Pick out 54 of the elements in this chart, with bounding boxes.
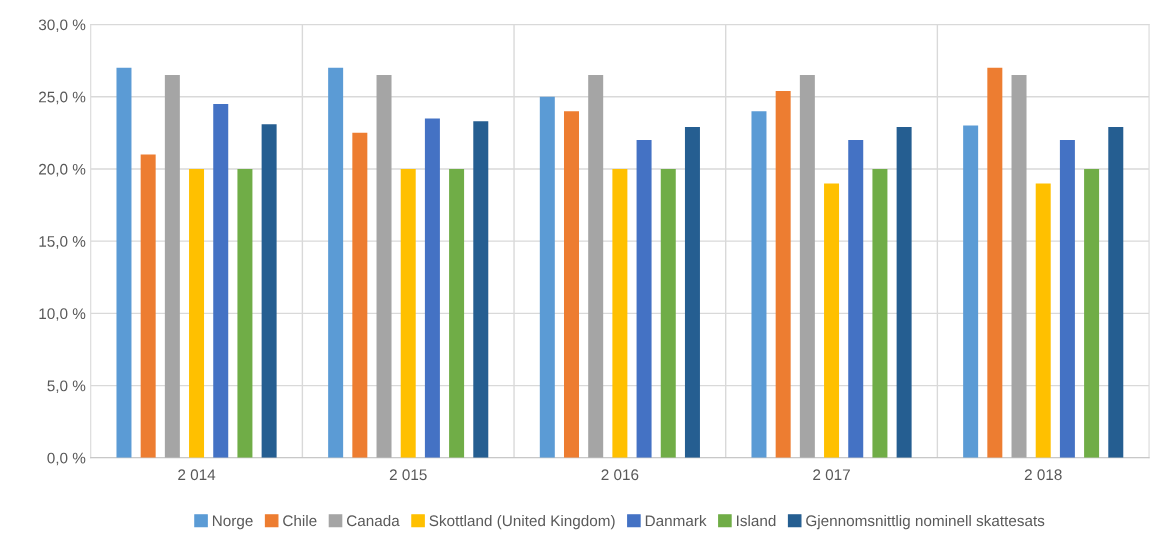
legend-label: Gjennomsnittlig nominell skattesats [806, 514, 1045, 530]
legend-label: Norge [212, 515, 253, 530]
legend-label: Chile [283, 514, 317, 527]
bar [1059, 140, 1075, 458]
y-tick-label: 10,0 % [39, 308, 86, 321]
bar [660, 168, 676, 458]
bar [400, 168, 416, 458]
legend-label: Island [737, 514, 776, 527]
x-tick-label: 2 018 [1024, 469, 1062, 481]
bar [896, 127, 912, 458]
x-tick-label: 2 015 [389, 469, 427, 481]
bar [872, 168, 888, 458]
bar [1084, 168, 1100, 458]
bar [328, 67, 344, 458]
bar [612, 168, 628, 458]
bar [116, 67, 132, 458]
bar [424, 118, 440, 458]
x-tick-label: 2 014 [178, 469, 216, 481]
y-tick-label: 5,0 % [47, 380, 86, 394]
y-tick-label: 15,0 % [39, 236, 86, 249]
bar [164, 75, 180, 458]
bar [848, 140, 864, 458]
bar [237, 168, 253, 458]
bar [189, 168, 205, 458]
bar [824, 183, 840, 458]
bar [539, 96, 555, 458]
legend-label: Danmark [645, 514, 707, 527]
bar [376, 75, 392, 458]
bar [1011, 75, 1027, 458]
x-tick-label: 2 017 [813, 469, 850, 481]
x-tick-label: 2 016 [601, 469, 639, 481]
bar [261, 124, 277, 458]
bar [775, 90, 791, 458]
bar [799, 75, 815, 458]
bar [449, 168, 465, 458]
legend-label: Canada [346, 514, 400, 527]
bar [1108, 127, 1124, 458]
bar [1035, 183, 1051, 458]
y-tick-label: 0,0 % [47, 452, 86, 466]
bar [588, 75, 604, 458]
bar [987, 67, 1003, 458]
bar [213, 103, 229, 458]
bar [352, 132, 368, 458]
bar [751, 111, 767, 458]
legend-label: Skottland (United Kingdom) [429, 514, 615, 530]
y-tick-label: 30,0 % [38, 19, 86, 33]
bar [963, 125, 979, 458]
bar [140, 154, 156, 458]
y-tick-label: 20,0 % [39, 163, 86, 177]
bar [636, 140, 652, 458]
bar [473, 121, 489, 458]
bar [564, 111, 579, 458]
y-tick-label: 25,0 % [39, 91, 86, 105]
bar [684, 127, 700, 458]
